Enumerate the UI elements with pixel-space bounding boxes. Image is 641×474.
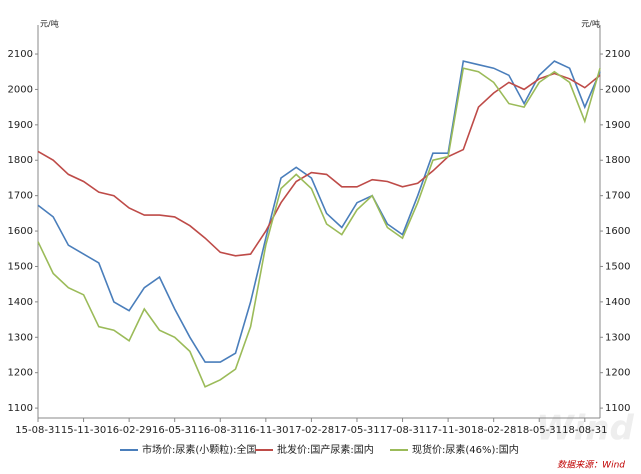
y-tick-label: 1300 xyxy=(8,332,33,343)
legend-label: 市场价:尿素(小颗粒):全国 xyxy=(142,443,257,456)
x-tick-label: 16-08-31 xyxy=(198,425,243,436)
x-tick-label: 15-11-30 xyxy=(61,425,106,436)
x-tick-label: 17-02-28 xyxy=(289,425,334,436)
y-tick-label: 1900 xyxy=(8,120,33,131)
y2-tick-label: 1400 xyxy=(605,297,630,308)
series-line xyxy=(37,72,601,257)
y-tick-label: 2100 xyxy=(8,49,33,60)
y2-tick-label: 1300 xyxy=(605,332,630,343)
x-tick-label: 18-08-31 xyxy=(562,425,607,436)
y2-tick-label: 1200 xyxy=(605,368,630,379)
x-tick-label: 18-05-31 xyxy=(517,425,562,436)
y2-tick-label: 1800 xyxy=(605,155,630,166)
y2-tick-label: 1600 xyxy=(605,226,630,237)
y2-tick-label: 1500 xyxy=(605,261,630,272)
watermark: Wind xyxy=(536,409,634,449)
y2-tick-label: 2100 xyxy=(605,49,630,60)
x-tick-label: 18-02-28 xyxy=(471,425,516,436)
y-unit: 元/吨 xyxy=(40,19,59,29)
y-tick-label: 2000 xyxy=(8,84,33,95)
x-tick-label: 16-02-29 xyxy=(106,425,151,436)
y-tick-label: 1700 xyxy=(8,191,33,202)
y-tick-label: 1200 xyxy=(8,368,33,379)
y2-tick-label: 2000 xyxy=(605,84,630,95)
legend-label: 批发价:国产尿素:国内 xyxy=(277,443,374,456)
y-tick-label: 1400 xyxy=(8,297,33,308)
source: 数据来源：Wind xyxy=(557,460,625,471)
x-tick-label: 17-05-31 xyxy=(334,425,379,436)
x-tick-label: 17-08-31 xyxy=(380,425,425,436)
y2-unit: 元/吨 xyxy=(581,19,600,29)
x-tick-label: 16-05-31 xyxy=(152,425,197,436)
y2-tick-label: 1100 xyxy=(605,403,630,414)
y-tick-label: 1500 xyxy=(8,261,33,272)
series-line xyxy=(37,60,601,363)
x-tick-label: 16-11-30 xyxy=(243,425,288,436)
y-tick-label: 1100 xyxy=(8,403,33,414)
y2-tick-label: 1900 xyxy=(605,120,630,131)
series-line xyxy=(37,67,601,388)
legend-label: 现货价:尿素(46%):国内 xyxy=(412,443,519,456)
x-tick-label: 17-11-30 xyxy=(425,425,470,436)
y2-tick-label: 1700 xyxy=(605,191,630,202)
y-tick-label: 1600 xyxy=(8,226,33,237)
x-tick-label: 15-08-31 xyxy=(15,425,60,436)
y-tick-label: 1800 xyxy=(8,155,33,166)
